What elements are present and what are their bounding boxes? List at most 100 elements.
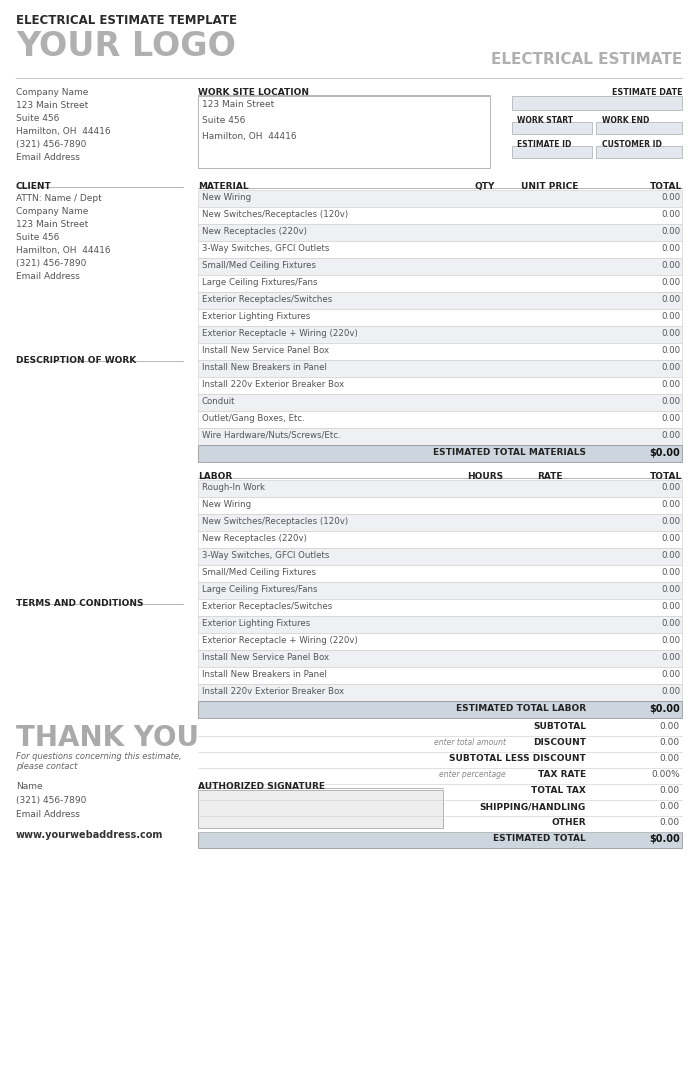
Bar	[198, 394, 682, 411]
Text: (321) 456-7890: (321) 456-7890	[16, 796, 87, 806]
Text: New Wiring: New Wiring	[202, 500, 251, 509]
Text: 0.00: 0.00	[661, 346, 680, 355]
Bar	[198, 582, 682, 599]
Bar	[198, 701, 682, 719]
Text: LABOR: LABOR	[198, 471, 232, 481]
Text: 0.00: 0.00	[661, 670, 680, 679]
Text: 0.00: 0.00	[661, 211, 680, 219]
Text: 0.00: 0.00	[661, 619, 680, 628]
Bar	[198, 565, 682, 582]
Text: Install 220v Exterior Breaker Box: Install 220v Exterior Breaker Box	[202, 687, 344, 696]
Text: 123 Main Street: 123 Main Street	[16, 101, 88, 110]
Text: YOUR LOGO: YOUR LOGO	[16, 30, 236, 63]
Text: ELECTRICAL ESTIMATE: ELECTRICAL ESTIMATE	[491, 52, 682, 67]
Text: Email Address: Email Address	[16, 810, 80, 819]
Text: enter total amount: enter total amount	[434, 738, 506, 748]
Text: Small/Med Ceiling Fixtures: Small/Med Ceiling Fixtures	[202, 568, 316, 577]
Text: 3-Way Switches, GFCI Outlets: 3-Way Switches, GFCI Outlets	[202, 244, 329, 253]
Text: 0.00: 0.00	[660, 786, 680, 795]
Text: Exterior Receptacles/Switches: Exterior Receptacles/Switches	[202, 603, 332, 611]
Text: New Switches/Receptacles (120v): New Switches/Receptacles (120v)	[202, 517, 348, 526]
Bar	[198, 258, 682, 275]
Text: TOTAL TAX: TOTAL TAX	[531, 786, 586, 795]
Bar	[198, 241, 682, 258]
Text: New Receptacles (220v): New Receptacles (220v)	[202, 534, 307, 543]
Text: WORK END: WORK END	[602, 116, 649, 125]
Text: SUBTOTAL LESS DISCOUNT: SUBTOTAL LESS DISCOUNT	[450, 754, 586, 763]
Text: Install New Breakers in Panel: Install New Breakers in Panel	[202, 670, 327, 679]
Text: ESTIMATE ID: ESTIMATE ID	[517, 140, 572, 149]
Bar	[198, 790, 443, 828]
Text: 123 Main Street: 123 Main Street	[16, 220, 88, 229]
Text: New Wiring: New Wiring	[202, 193, 251, 202]
Text: DESCRIPTION OF WORK: DESCRIPTION OF WORK	[16, 355, 136, 365]
Text: Hamilton, OH  44416: Hamilton, OH 44416	[16, 127, 110, 136]
Text: Large Ceiling Fixtures/Fans: Large Ceiling Fixtures/Fans	[202, 278, 318, 287]
Bar	[512, 146, 592, 158]
Text: DISCOUNT: DISCOUNT	[533, 738, 586, 748]
Text: 0.00: 0.00	[661, 244, 680, 253]
Bar	[198, 309, 682, 326]
Text: 0.00: 0.00	[661, 687, 680, 696]
Bar	[198, 514, 682, 531]
Text: Install New Service Panel Box: Install New Service Panel Box	[202, 346, 329, 355]
Text: Rough-In Work: Rough-In Work	[202, 483, 265, 492]
Text: New Receptacles (220v): New Receptacles (220v)	[202, 227, 307, 236]
Text: 0.00: 0.00	[660, 754, 680, 763]
Text: ESTIMATED TOTAL MATERIALS: ESTIMATED TOTAL MATERIALS	[433, 448, 586, 458]
Text: Hamilton, OH  44416: Hamilton, OH 44416	[202, 132, 297, 141]
Bar	[596, 122, 682, 134]
Text: Install New Breakers in Panel: Install New Breakers in Panel	[202, 363, 327, 372]
Text: HOURS: HOURS	[467, 471, 503, 481]
Text: www.yourwebaddress.com: www.yourwebaddress.com	[16, 830, 163, 840]
Text: 0.00: 0.00	[661, 585, 680, 594]
Text: CUSTOMER ID: CUSTOMER ID	[602, 140, 662, 149]
Text: 0.00: 0.00	[660, 738, 680, 748]
Text: 0.00: 0.00	[660, 722, 680, 731]
Text: 0.00: 0.00	[661, 431, 680, 440]
Text: Install New Service Panel Box: Install New Service Panel Box	[202, 653, 329, 662]
Text: 0.00: 0.00	[661, 363, 680, 372]
Text: ESTIMATED TOTAL: ESTIMATED TOTAL	[493, 834, 586, 843]
Text: 0.00: 0.00	[661, 278, 680, 287]
Text: For questions concerning this estimate,
please contact: For questions concerning this estimate, …	[16, 752, 181, 771]
Bar	[198, 531, 682, 548]
Text: 0.00: 0.00	[661, 551, 680, 560]
Text: Wire Hardware/Nuts/Screws/Etc.: Wire Hardware/Nuts/Screws/Etc.	[202, 431, 341, 440]
Text: TOTAL: TOTAL	[650, 471, 682, 481]
Bar	[198, 633, 682, 650]
Bar	[198, 497, 682, 514]
Text: 0.00: 0.00	[661, 329, 680, 338]
Text: 0.00: 0.00	[661, 261, 680, 270]
Text: New Switches/Receptacles (120v): New Switches/Receptacles (120v)	[202, 211, 348, 219]
Bar	[198, 207, 682, 224]
Bar	[512, 96, 682, 110]
Bar	[198, 832, 682, 848]
Text: $0.00: $0.00	[649, 448, 680, 458]
Bar	[198, 548, 682, 565]
Text: Small/Med Ceiling Fixtures: Small/Med Ceiling Fixtures	[202, 261, 316, 270]
Text: MATERIAL: MATERIAL	[198, 182, 248, 191]
Text: Large Ceiling Fixtures/Fans: Large Ceiling Fixtures/Fans	[202, 585, 318, 594]
Text: 0.00: 0.00	[661, 483, 680, 492]
Text: ESTIMATE DATE: ESTIMATE DATE	[611, 88, 682, 97]
Text: AUTHORIZED SIGNATURE: AUTHORIZED SIGNATURE	[198, 782, 325, 790]
Bar	[198, 411, 682, 429]
Text: 0.00: 0.00	[661, 603, 680, 611]
Bar	[596, 146, 682, 158]
Text: 0.00: 0.00	[661, 653, 680, 662]
Text: Company Name: Company Name	[16, 88, 89, 97]
Text: Install 220v Exterior Breaker Box: Install 220v Exterior Breaker Box	[202, 380, 344, 389]
Text: Exterior Receptacles/Switches: Exterior Receptacles/Switches	[202, 295, 332, 304]
Text: 123 Main Street: 123 Main Street	[202, 100, 274, 108]
Text: CLIENT: CLIENT	[16, 182, 52, 191]
Text: 0.00: 0.00	[661, 313, 680, 321]
Text: Exterior Lighting Fixtures: Exterior Lighting Fixtures	[202, 313, 310, 321]
Text: 0.00: 0.00	[660, 802, 680, 811]
Bar	[198, 667, 682, 684]
Text: Name: Name	[16, 782, 43, 790]
Text: TERMS AND CONDITIONS: TERMS AND CONDITIONS	[16, 599, 144, 608]
Text: Suite 456: Suite 456	[16, 114, 59, 124]
Text: $0.00: $0.00	[649, 703, 680, 714]
Text: Email Address: Email Address	[16, 272, 80, 281]
